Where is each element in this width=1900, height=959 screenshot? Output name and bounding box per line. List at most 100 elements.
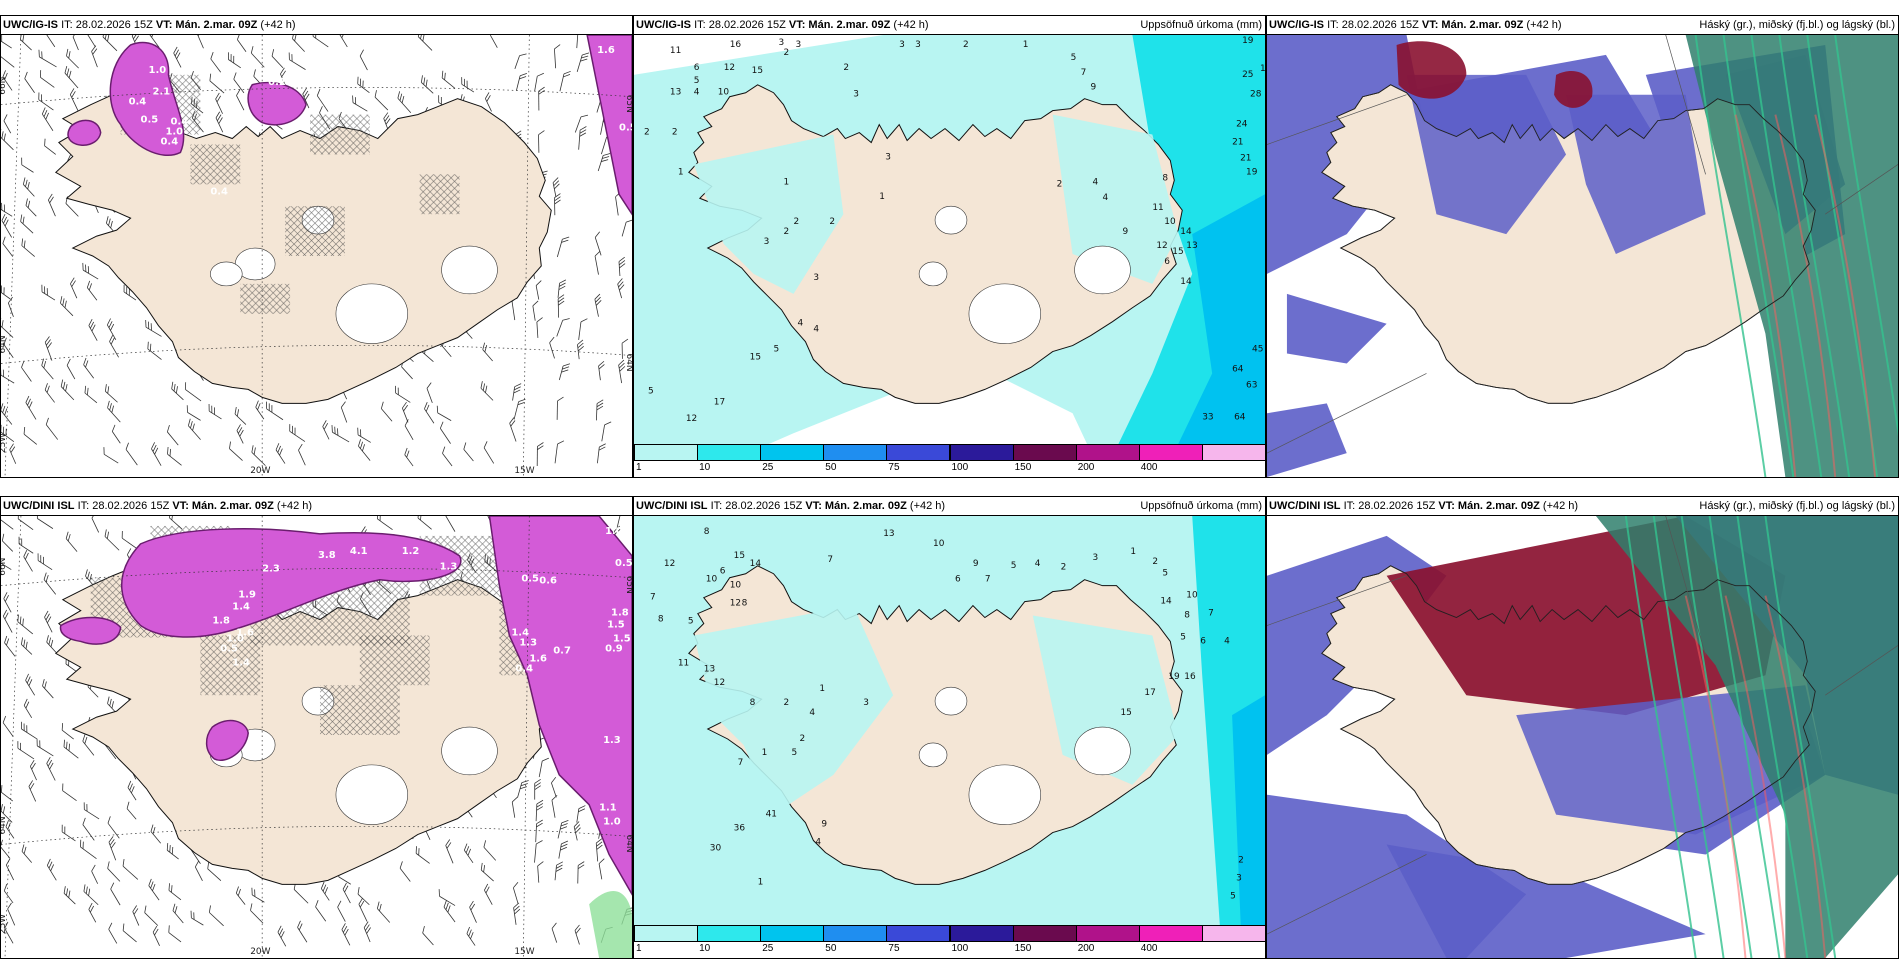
panel-header: UWC/IG-IS IT: 28.02.2026 15Z VT: Mán. 2.…	[634, 16, 1265, 35]
glacier	[1075, 727, 1131, 775]
value-label: 5	[774, 345, 780, 355]
colorbar-swatch	[823, 444, 887, 461]
value-label: 8	[658, 615, 664, 625]
hatch-area	[320, 685, 400, 735]
value-label: 7	[1081, 68, 1087, 78]
value-label: 15	[752, 66, 763, 76]
value-label: 1.6	[597, 45, 615, 56]
hatch-area	[420, 174, 460, 214]
value-label: 16	[1184, 672, 1196, 682]
value-label: 5	[1230, 891, 1236, 901]
valid-time: VT: Mán. 2.mar. 09Z	[172, 500, 273, 512]
colorbar-tick: 25	[762, 462, 773, 474]
value-label: 7	[1208, 609, 1214, 619]
colorbar-tick: 50	[825, 462, 836, 474]
value-label: 1.9	[238, 590, 256, 601]
value-label: 5	[1011, 561, 1017, 571]
colorbar-swatch	[697, 444, 761, 461]
value-label: 45	[1252, 345, 1263, 355]
model-name: UWC/DINI ISL	[636, 500, 708, 512]
value-label: 3.8	[318, 550, 336, 561]
value-label: 14	[1180, 277, 1192, 287]
axis-label: 65N	[624, 576, 632, 594]
hatch-area	[360, 635, 430, 685]
glacier	[210, 262, 242, 286]
colorbar-swatch	[1013, 444, 1077, 461]
value-label: 2.1	[153, 87, 171, 98]
value-label: 5	[792, 748, 798, 758]
panel-header: UWC/IG-IS IT: 28.02.2026 15Z VT: Mán. 2.…	[1267, 16, 1898, 35]
colorbar-tick: 1	[636, 462, 642, 474]
value-label: 0.9	[605, 643, 623, 654]
value-label: 0.4	[160, 137, 178, 148]
colorbar-tick: 150	[1015, 462, 1032, 474]
value-label: 1.0	[149, 65, 167, 76]
panel-header: UWC/DINI ISL IT: 28.02.2026 15Z VT: Mán.…	[634, 497, 1265, 516]
value-label: 17	[714, 397, 725, 407]
colorbar-swatch	[1013, 925, 1077, 942]
value-label: 0.5	[220, 643, 238, 654]
init-time: IT: 28.02.2026 15Z	[694, 19, 786, 31]
value-label: 7	[738, 758, 744, 768]
value-label: 0.2	[268, 77, 286, 88]
value-label: 2	[793, 217, 799, 227]
value-label: 3	[853, 90, 859, 100]
colorbar-swatch	[760, 444, 824, 461]
map-area: 1113163121562541032123332125792518282421…	[634, 35, 1265, 477]
value-label: 1.4	[232, 602, 250, 613]
axis-label: 64N	[1, 816, 8, 834]
value-label: 4	[1093, 177, 1099, 187]
value-label: 9	[1091, 83, 1097, 93]
value-label: 6	[720, 567, 726, 577]
value-label: 8	[750, 698, 756, 708]
value-label: 11	[670, 46, 681, 56]
value-label: 7	[827, 555, 833, 565]
value-label: 2	[843, 63, 849, 73]
colorbar-swatch	[1076, 444, 1140, 461]
value-label: 19	[1168, 672, 1180, 682]
value-label: 3	[863, 698, 869, 708]
value-label: 4	[809, 708, 815, 718]
colorbar-tick: 400	[1141, 943, 1158, 955]
axis-label: 25W	[1, 914, 8, 934]
value-label: 1	[678, 167, 684, 177]
value-label: 18	[1260, 64, 1265, 74]
colorbar-tick: 200	[1078, 943, 1095, 955]
value-label: 21	[1232, 138, 1243, 148]
value-label: 4	[813, 325, 819, 335]
value-label: 10	[730, 581, 742, 591]
colorbar-tick: 150	[1015, 943, 1032, 955]
map-panel-3: UWC/IG-IS IT: 28.02.2026 15Z VT: Mán. 2.…	[1266, 15, 1899, 478]
axis-label: 15W	[514, 466, 534, 476]
value-label: 10	[718, 88, 730, 98]
value-label: 2	[644, 128, 650, 138]
colorbar-swatch	[1202, 444, 1266, 461]
value-label: 2	[784, 698, 790, 708]
value-label: 2.3	[262, 564, 280, 575]
value-label: 9	[1122, 227, 1128, 237]
value-label: 21	[1240, 153, 1251, 163]
value-label: 9	[973, 559, 979, 569]
value-label: 25	[1242, 70, 1253, 80]
valid-time: VT: Mán. 2.mar. 09Z	[789, 19, 890, 31]
value-label: 30	[710, 843, 722, 853]
value-label: 5	[1071, 53, 1077, 63]
lead-time: (+42 h)	[1526, 19, 1561, 31]
value-label: 8	[1162, 173, 1168, 183]
axis-label: 64N	[1, 335, 8, 353]
model-name: UWC/DINI ISL	[3, 500, 75, 512]
colorbar-tick: 100	[952, 462, 969, 474]
value-label: 1.3	[603, 735, 621, 746]
value-label: 0.4	[129, 97, 147, 108]
value-label: 2	[963, 40, 969, 50]
lead-time: (+42 h)	[893, 19, 928, 31]
lead-time: (+42 h)	[910, 500, 945, 512]
colorbar-tick: 75	[888, 943, 899, 955]
value-label: 8	[704, 527, 710, 537]
value-label: 64	[1232, 364, 1244, 374]
value-label: 3	[813, 273, 819, 283]
glacier	[919, 262, 947, 286]
panel-title: Háský (gr.), miðský (fj.bl.) og lágský (…	[1699, 16, 1895, 34]
axis-label: 20W	[250, 947, 270, 957]
